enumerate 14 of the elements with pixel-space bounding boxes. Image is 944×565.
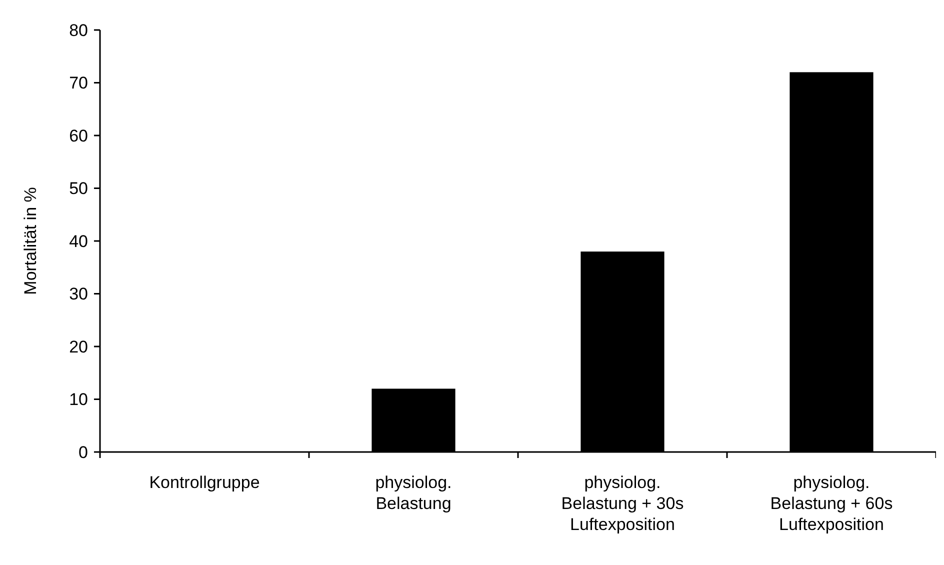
y-axis-title: Mortalität in % bbox=[21, 187, 40, 295]
y-tick-label: 0 bbox=[78, 442, 88, 462]
y-tick-label: 20 bbox=[69, 337, 88, 356]
x-tick-label: physiolog. Belastung + 30s Luftexposition bbox=[561, 473, 684, 534]
y-tick-label: 40 bbox=[69, 232, 88, 251]
y-tick-label: 10 bbox=[69, 390, 88, 410]
x-tick-label: Kontrollgruppe bbox=[149, 473, 260, 492]
y-tick-label: 70 bbox=[69, 74, 88, 93]
y-tick-label: 80 bbox=[69, 20, 88, 40]
y-tick-label: 60 bbox=[69, 126, 88, 146]
y-tick-label: 30 bbox=[69, 284, 88, 304]
x-tick-label: physiolog. Belastung + 60s Luftexposition bbox=[770, 473, 893, 534]
y-tick-label: 50 bbox=[69, 179, 88, 198]
x-tick-label: physiolog. Belastung bbox=[375, 473, 452, 513]
